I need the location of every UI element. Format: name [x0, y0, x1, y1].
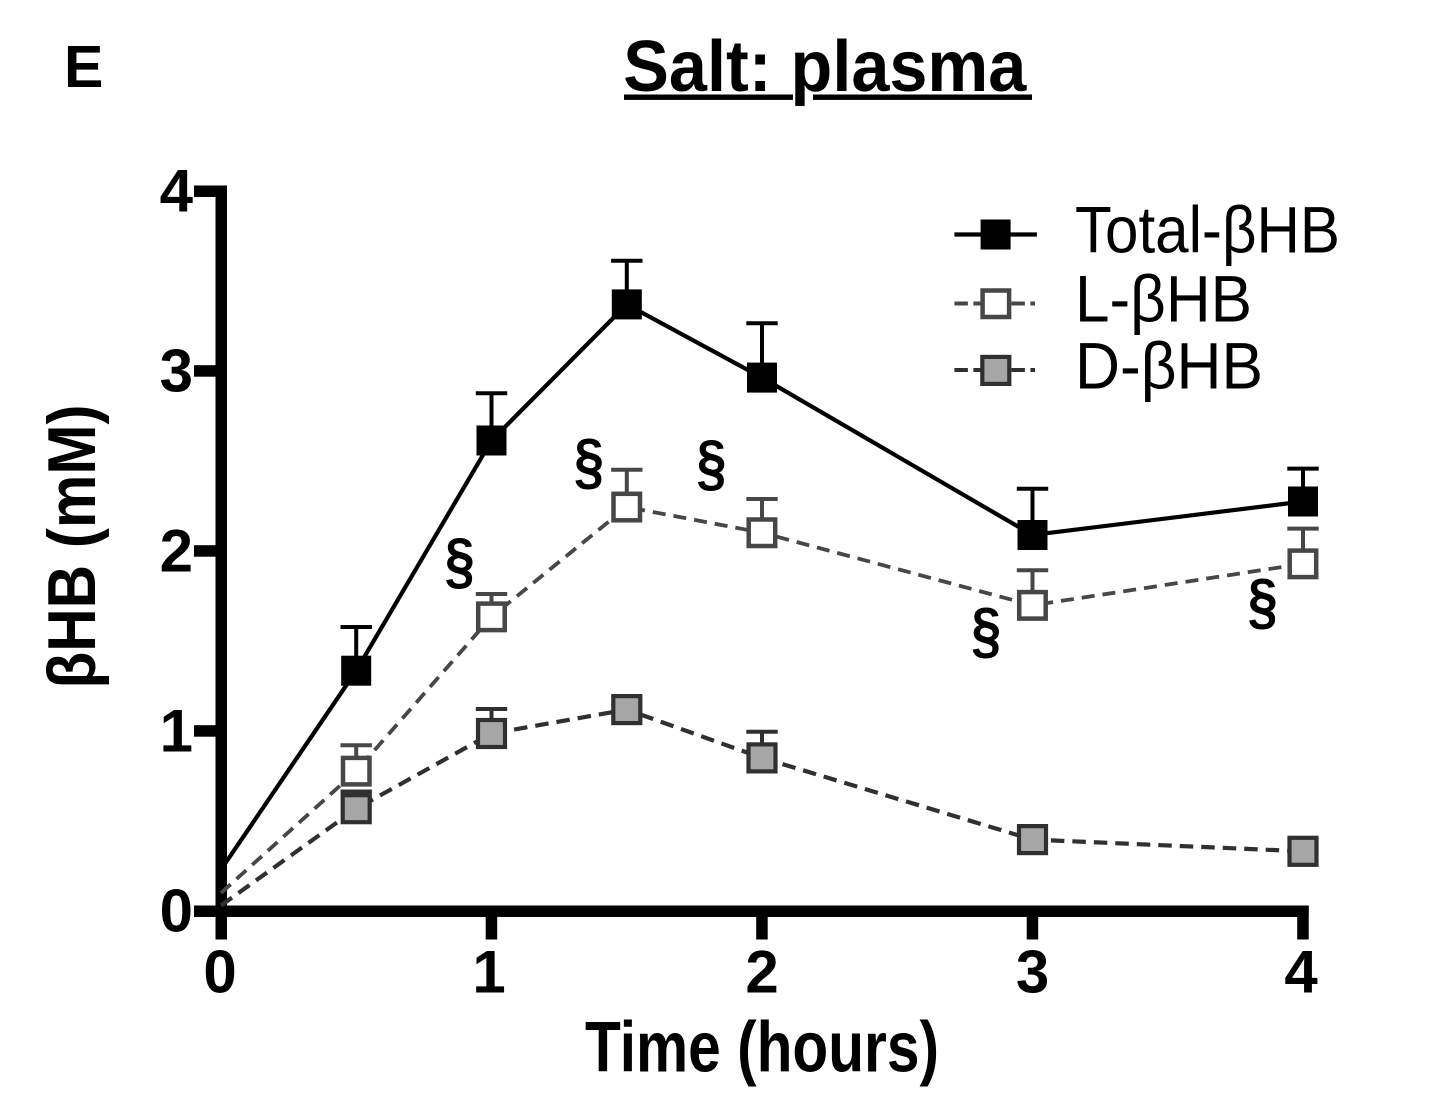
svg-text:3: 3: [160, 338, 193, 405]
svg-text:2: 2: [160, 518, 193, 585]
svg-text:1: 1: [160, 698, 193, 765]
svg-text:4: 4: [1284, 939, 1318, 1006]
svg-text:Salt: plasma: Salt: plasma: [623, 26, 1027, 107]
svg-text:βHB (mM): βHB (mM): [34, 405, 110, 689]
svg-text:3: 3: [1016, 939, 1049, 1006]
svg-text:4: 4: [160, 157, 194, 224]
svg-text:L-βHB: L-βHB: [1075, 262, 1252, 336]
svg-text:§: §: [445, 526, 475, 596]
svg-text:§: §: [971, 595, 1001, 665]
svg-text:§: §: [697, 428, 727, 498]
svg-text:Total-βHB: Total-βHB: [1075, 193, 1340, 267]
svg-text:Time (hours): Time (hours): [585, 1009, 939, 1088]
svg-text:2: 2: [745, 939, 778, 1006]
svg-text:D-βHB: D-βHB: [1075, 328, 1263, 402]
svg-text:1: 1: [472, 939, 505, 1006]
svg-text:0: 0: [203, 939, 236, 1006]
svg-text:§: §: [1248, 567, 1278, 637]
svg-text:E: E: [64, 34, 103, 100]
svg-text:0: 0: [160, 878, 193, 945]
svg-text:§: §: [574, 426, 604, 496]
